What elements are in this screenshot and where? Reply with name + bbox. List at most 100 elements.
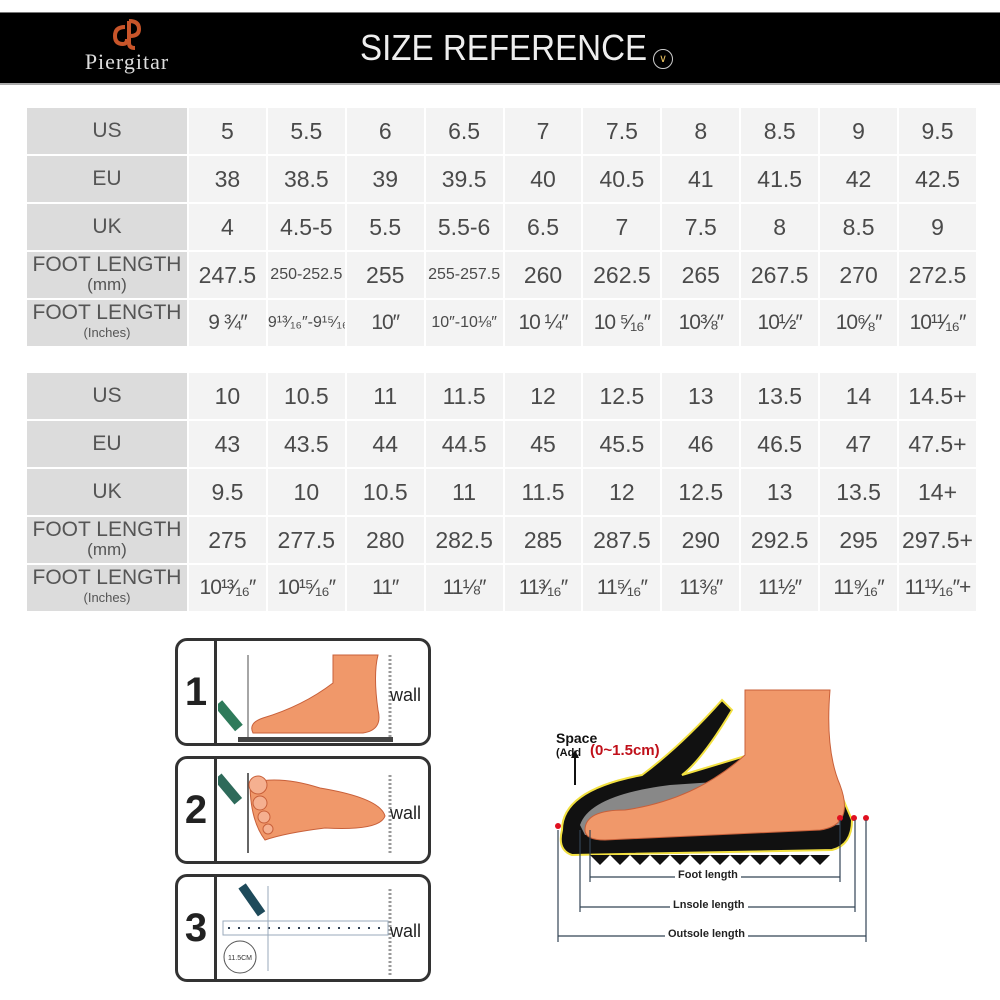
size-cell: 9¹³⁄₁₆″-9¹⁵⁄₁₆″ [265, 298, 347, 348]
row-label-text: EU [92, 167, 122, 190]
size-cell: 10.5 [265, 371, 347, 421]
size-row: EU 38 38.5 39 39.5 40 40.5 41 41.5 42 42.5 [25, 154, 978, 204]
size-cell: 7.5 [581, 106, 663, 156]
size-cell: 45 [502, 419, 584, 469]
row-label-text: EU [92, 432, 122, 455]
size-cell: 46.5 [739, 419, 821, 469]
size-cell: 10½″ [739, 298, 821, 348]
space-range: (0~1.5cm) [590, 742, 660, 759]
step-2: 2 wall [175, 756, 431, 864]
size-cell: 12.5 [581, 371, 663, 421]
size-cell: 38.5 [265, 154, 347, 204]
size-cell: 14+ [897, 467, 978, 517]
size-cell: 280 [344, 515, 426, 565]
size-cell: 41.5 [739, 154, 821, 204]
space-label: Space [556, 730, 598, 746]
size-cell: 43.5 [265, 419, 347, 469]
size-cell: 43 [187, 419, 268, 469]
measure-steps: 1 wall 2 wall 3 [175, 638, 435, 992]
size-cell: 13 [739, 467, 821, 517]
size-cell: 282.5 [423, 515, 505, 565]
size-cell: 10″-10⅛″ [423, 298, 505, 348]
wall-label: wall [390, 921, 422, 941]
size-cell: 267.5 [739, 250, 821, 300]
size-cell: 39.5 [423, 154, 505, 204]
size-cell: 12 [581, 467, 663, 517]
size-cell: 42 [818, 154, 900, 204]
size-table-1: US 5 5.5 6 6.5 7 7.5 8 8.5 9 9.5 EU 38 38.5 39 39.5 40 40… [25, 106, 978, 348]
row-label-text: FOOT LENGTH [32, 301, 182, 324]
size-cell: 13 [660, 371, 742, 421]
row-label-unit: (Inches) [83, 325, 131, 340]
shoe-length-diagram: Space (Add (0~1.5cm) Foot length Lnsole … [550, 680, 890, 950]
row-label: FOOT LENGTH (mm) [25, 515, 189, 565]
ruler-icon: 11.5CM [222, 883, 392, 976]
size-cell: 10⁶⁄₈″ [818, 298, 900, 348]
row-label-text: FOOT LENGTH [32, 566, 182, 589]
size-cell: 10 [187, 371, 268, 421]
wall-label: wall [390, 803, 422, 823]
size-row: UK 4 4.5-5 5.5 5.5-6 6.5 7 7.5 8 8.5 9 [25, 202, 978, 252]
step-number: 3 [178, 877, 217, 979]
size-cell: 10 ⁵⁄₁₆″ [581, 298, 663, 348]
size-cell: 11⅛″ [423, 563, 505, 613]
size-cell: 10¹⁵⁄₁₆″ [265, 563, 347, 613]
chevron-down-circle-icon: ∨ [653, 49, 673, 69]
size-cell: 11.5 [502, 467, 584, 517]
size-cell: 8.5 [818, 202, 900, 252]
row-label: UK [25, 202, 189, 252]
row-label: FOOT LENGTH (Inches) [25, 298, 189, 348]
size-row: FOOT LENGTH (mm) 247.5 250-252.5 255 255-257.… [25, 250, 978, 300]
row-label: FOOT LENGTH (Inches) [25, 563, 189, 613]
size-cell: 44 [344, 419, 426, 469]
row-label-unit: (mm) [87, 275, 127, 294]
size-cell: 9 [818, 106, 900, 156]
brand-logo: Piergitar [62, 17, 192, 79]
size-cell: 10¹¹⁄₁₆″ [897, 298, 978, 348]
size-cell: 275 [187, 515, 268, 565]
row-label: UK [25, 467, 189, 517]
shoe-foot-icon [555, 689, 869, 942]
size-cell: 285 [502, 515, 584, 565]
size-cell: 12 [502, 371, 584, 421]
size-cell: 9.5 [897, 106, 978, 156]
size-cell: 6.5 [502, 202, 584, 252]
size-cell: 38 [187, 154, 268, 204]
size-cell: 260 [502, 250, 584, 300]
size-cell: 265 [660, 250, 742, 300]
ruler-label: 11.5CM [228, 955, 252, 962]
size-cell: 11⁵⁄₁₆″ [581, 563, 663, 613]
size-cell: 277.5 [265, 515, 347, 565]
size-cell: 40 [502, 154, 584, 204]
size-cell: 11″ [344, 563, 426, 613]
size-cell: 9 ¾″ [187, 298, 268, 348]
row-label-unit: (mm) [87, 540, 127, 559]
row-label: EU [25, 154, 189, 204]
size-cell: 11 [344, 371, 426, 421]
step-1: 1 wall [175, 638, 431, 746]
size-cell: 46 [660, 419, 742, 469]
size-cell: 13.5 [739, 371, 821, 421]
page-title: SIZE REFERENCE [360, 27, 648, 68]
size-cell: 272.5 [897, 250, 978, 300]
size-cell: 13.5 [818, 467, 900, 517]
size-cell: 297.5+ [897, 515, 978, 565]
size-cell: 292.5 [739, 515, 821, 565]
size-cell: 247.5 [187, 250, 268, 300]
size-cell: 11½″ [739, 563, 821, 613]
size-cell: 5.5 [265, 106, 347, 156]
size-cell: 10 [265, 467, 347, 517]
size-row: EU 43 43.5 44 44.5 45 45.5 46 46.5 47 47.5+ [25, 419, 978, 469]
size-cell: 290 [660, 515, 742, 565]
size-row: FOOT LENGTH (Inches) 9 ¾″ 9¹³⁄₁₆″-9¹⁵⁄₁₆″ 10… [25, 298, 978, 348]
size-cell: 44.5 [423, 419, 505, 469]
size-cell: 8 [660, 106, 742, 156]
size-cell: 6.5 [423, 106, 505, 156]
row-label: EU [25, 419, 189, 469]
size-cell: 42.5 [897, 154, 978, 204]
size-cell: 270 [818, 250, 900, 300]
size-cell: 262.5 [581, 250, 663, 300]
size-cell: 7 [502, 106, 584, 156]
size-cell: 11³⁄₁₆″ [502, 563, 584, 613]
size-cell: 11⅜″ [660, 563, 742, 613]
